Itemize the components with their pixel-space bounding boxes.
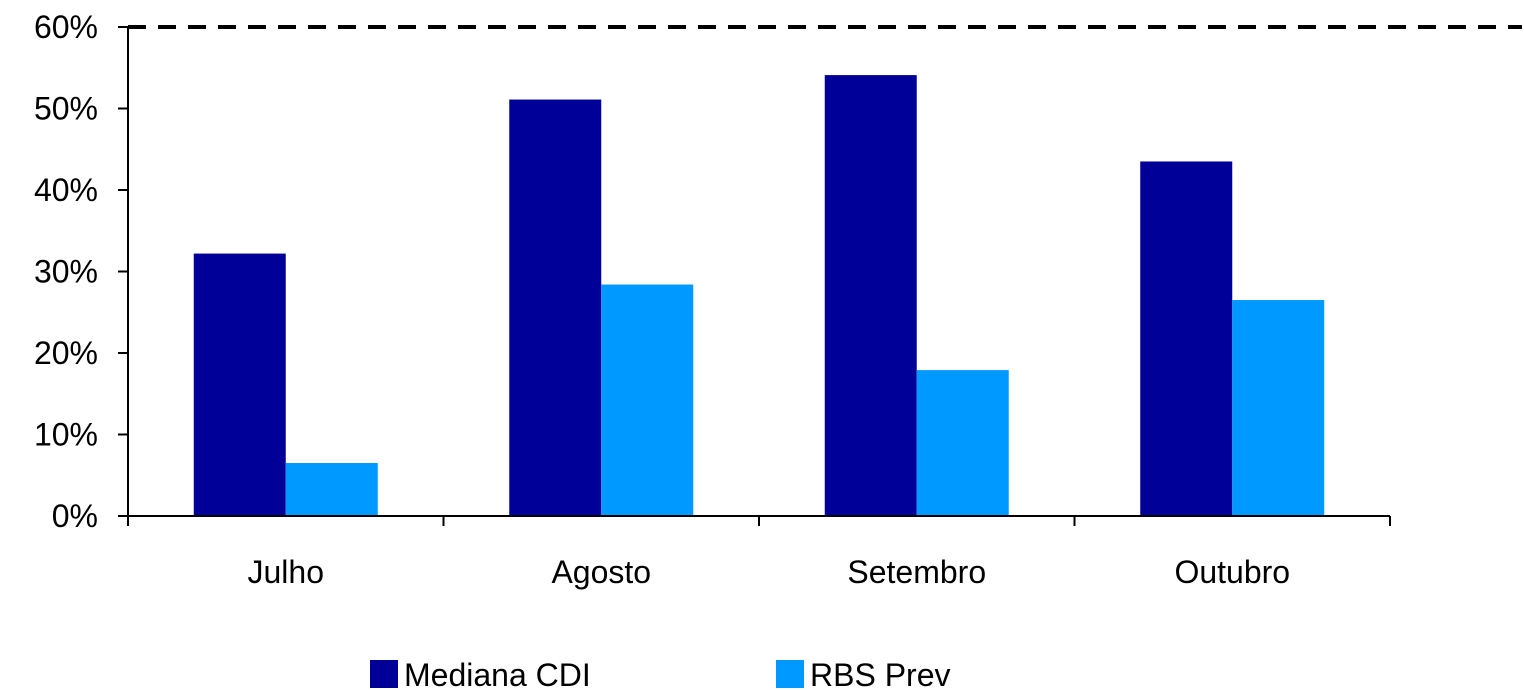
y-tick-label-3: 30% — [34, 254, 98, 290]
y-tick-label-4: 40% — [34, 172, 98, 208]
bar-rbs-prev-julho — [285, 463, 378, 516]
x-tick-label-agosto: Agosto — [551, 554, 651, 590]
bar-mediana-cdi-outubro — [1140, 161, 1233, 516]
legend-swatch-rbs-prev — [776, 660, 804, 688]
y-tick-label-1: 10% — [34, 417, 98, 453]
y-tick-label-5: 50% — [34, 91, 98, 127]
y-ticks-layer: 0% 10% 20% 30% 40% 50% 60% — [34, 9, 128, 534]
legend: Mediana CDI RBS Prev — [370, 657, 950, 690]
y-tick-label-0: 0% — [52, 498, 98, 534]
legend-label-mediana-cdi: Mediana CDI — [404, 657, 591, 690]
bar-rbs-prev-agosto — [601, 284, 694, 516]
bar-rbs-prev-outubro — [1232, 300, 1325, 516]
bars-layer — [193, 75, 1325, 517]
bar-mediana-cdi-setembro — [824, 75, 917, 517]
x-ticks-layer: Julho Agosto Setembro Outubro — [127, 516, 1391, 590]
y-tick-label-2: 20% — [34, 335, 98, 371]
legend-swatch-mediana-cdi — [370, 660, 398, 688]
y-tick-label-6: 60% — [34, 9, 98, 45]
x-tick-label-outubro: Outubro — [1174, 554, 1290, 590]
bar-mediana-cdi-julho — [193, 253, 286, 516]
legend-label-rbs-prev: RBS Prev — [810, 657, 950, 690]
bar-rbs-prev-setembro — [916, 370, 1009, 516]
x-tick-label-setembro: Setembro — [847, 554, 986, 590]
x-tick-label-julho: Julho — [248, 554, 325, 590]
bar-mediana-cdi-agosto — [509, 99, 602, 516]
